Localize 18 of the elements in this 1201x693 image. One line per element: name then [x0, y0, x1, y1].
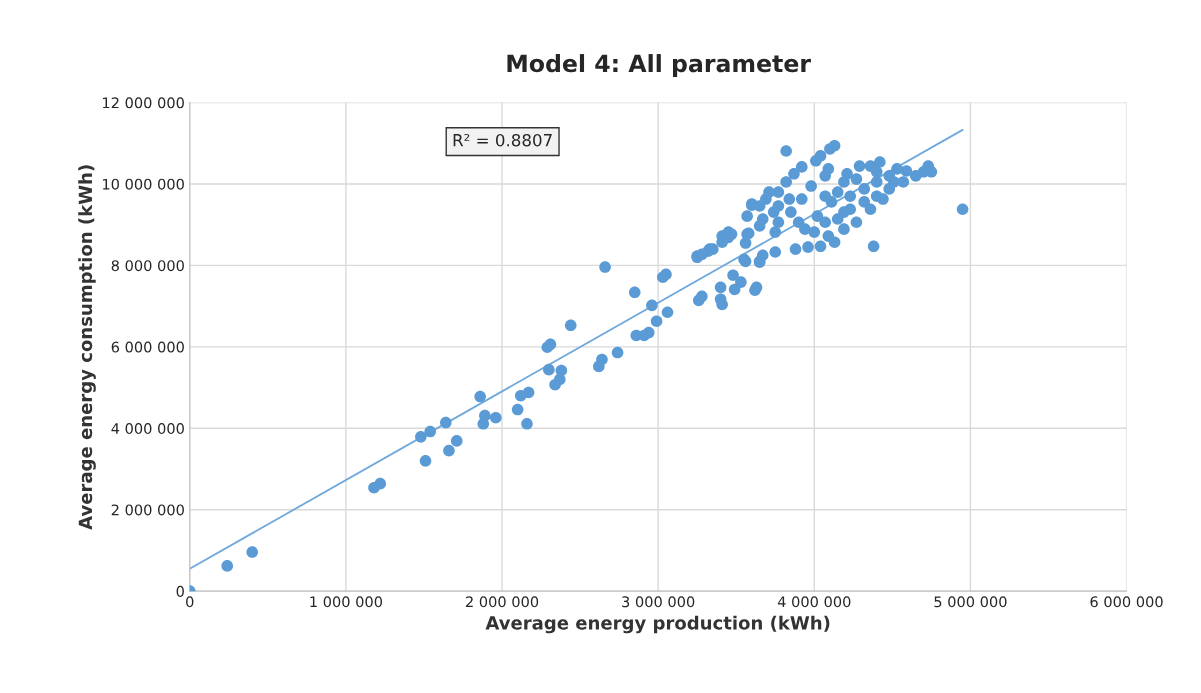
x-tick-label: 0 [186, 596, 194, 608]
x-tick-label: 4 000 000 [777, 596, 851, 608]
y-tick-label: 2 000 000 [111, 504, 184, 516]
chart-title: Model 4: All parameter [507, 54, 811, 77]
x-tick-label: 1 000 000 [310, 596, 383, 608]
x-tick-label: 2 000 000 [465, 596, 539, 608]
y-tick-label: 6 000 000 [111, 341, 184, 353]
y-tick-label: 4 000 000 [111, 422, 184, 435]
y-axis-title: Average energy consumption (kWh) [78, 165, 96, 530]
x-tick-label: 3 000 000 [622, 596, 695, 608]
x-axis-title: Average energy production (kWh) [485, 615, 830, 634]
y-tick-label: 8 000 000 [111, 260, 184, 272]
annotation: R² = 0.8807 [453, 133, 552, 147]
y-tick-label: 12 000 000 [103, 97, 184, 109]
y-tick-label: 0 [176, 585, 184, 597]
x-tick-label: 5 000 000 [934, 596, 1007, 608]
x-tick-label: 6 000 000 [1090, 596, 1163, 608]
y-tick-label: 10 000 000 [103, 178, 184, 190]
